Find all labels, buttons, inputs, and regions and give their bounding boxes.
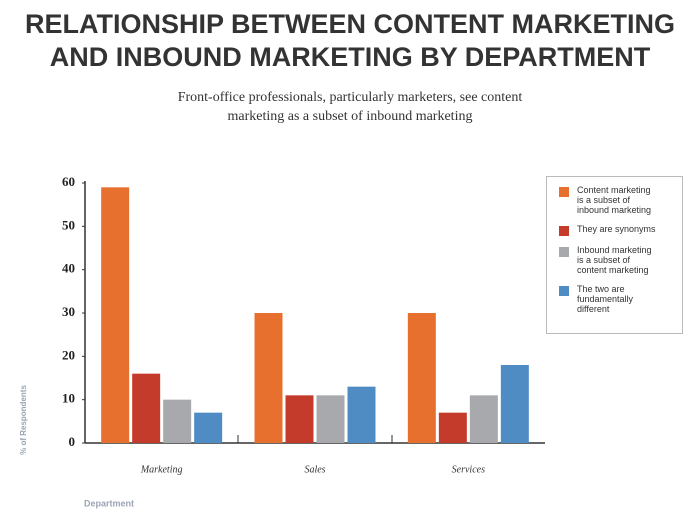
legend-label: The two are fundamentally different — [577, 284, 634, 314]
legend-swatch — [559, 226, 569, 236]
legend-item: The two are fundamentally different — [553, 284, 676, 314]
x-tick-label: Marketing — [140, 464, 183, 475]
x-tick-label: Sales — [304, 464, 325, 475]
legend: Content marketing is a subset of inbound… — [546, 176, 683, 334]
bar — [254, 313, 283, 443]
bar — [163, 399, 192, 443]
bar — [407, 313, 436, 443]
legend-swatch — [559, 286, 569, 296]
legend-swatch — [559, 187, 569, 197]
legend-swatch — [559, 247, 569, 257]
y-tick-label: 20 — [62, 347, 75, 362]
legend-item: Content marketing is a subset of inbound… — [553, 185, 676, 215]
y-axis-label: % of Respondents — [19, 385, 28, 455]
y-tick-label: 0 — [69, 434, 76, 449]
bar — [500, 365, 529, 443]
chart-subtitle: Front-office professionals, particularly… — [177, 90, 523, 124]
bar — [469, 395, 498, 443]
y-tick-label: 40 — [62, 261, 75, 276]
legend-item: They are synonyms — [553, 224, 676, 236]
legend-label: Content marketing is a subset of inbound… — [577, 185, 652, 215]
x-axis-label: Department — [84, 498, 134, 508]
y-tick-label: 50 — [62, 217, 75, 232]
bar — [438, 412, 467, 443]
y-tick-label: 10 — [62, 391, 75, 406]
chart-title: RELATIONSHIP BETWEEN CONTENT MARKETING A… — [24, 9, 675, 72]
bar — [285, 395, 314, 443]
bar — [132, 373, 161, 443]
bar — [194, 412, 223, 443]
y-tick-label: 30 — [62, 304, 75, 319]
y-tick-label: 60 — [62, 174, 75, 189]
legend-item: Inbound marketing is a subset of content… — [553, 245, 676, 275]
bar — [316, 395, 345, 443]
legend-label: They are synonyms — [577, 224, 656, 234]
bar — [347, 386, 376, 443]
x-tick-label: Services — [452, 464, 485, 475]
bar — [101, 187, 130, 443]
legend-label: Inbound marketing is a subset of content… — [577, 245, 652, 275]
